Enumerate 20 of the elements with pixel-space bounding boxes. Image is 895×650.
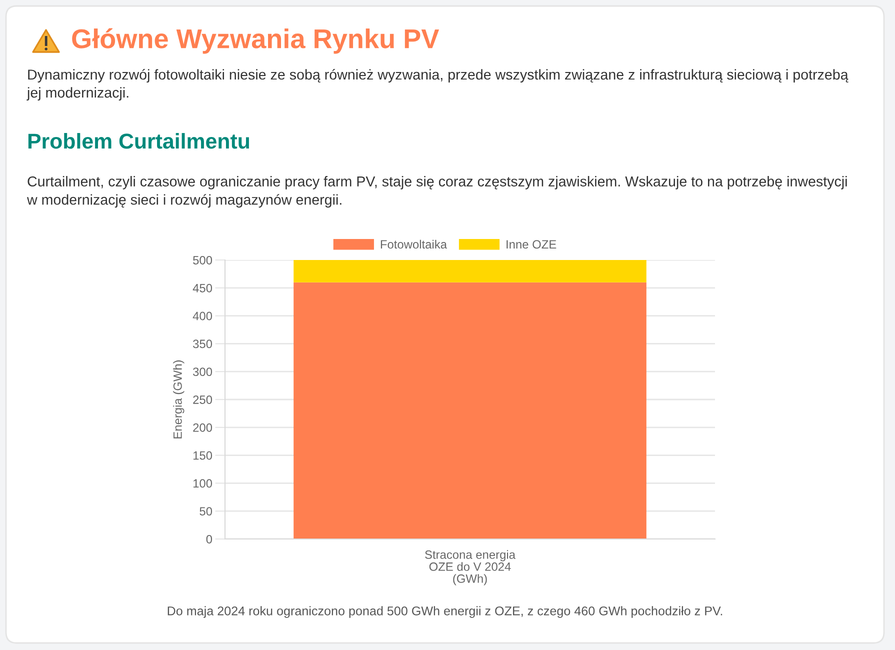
legend-label: Inne OZE (506, 240, 556, 249)
y-tick-label: 250 (193, 395, 212, 404)
x-tick-label: Stracona energia OZE do V 2024 (GWh) (425, 550, 516, 586)
y-tick-label: 350 (193, 340, 212, 348)
text: Do maja 2024 roku ograniczono ponad 500 GWh energii z OZE, z czego 460 GWh pochodziło z PV. (168, 606, 722, 618)
y-tick-label: 150 (193, 451, 212, 460)
y-tick-label: 450 (192, 284, 212, 292)
text: Problem Curtailmentu (28, 133, 250, 149)
y-tick-label: 400 (192, 312, 212, 320)
text: Curtailment, czyli czasowe ograniczanie pracy farm PV, staje się coraz częstszym zjawiskiem. Wskazuje to na potrzebę inwestycji w modernizację sieci i rozwój magazynów energii. (26, 176, 847, 208)
y-tick-label: 50 (200, 507, 212, 516)
y-axis-title: Energia (GWh) (173, 360, 184, 438)
y-tick-label: 500 (193, 256, 212, 264)
legend-label: Fotowoltaika (380, 240, 447, 249)
y-tick-label: 100 (193, 479, 212, 488)
y-tick-label: 300 (193, 368, 212, 376)
y-tick-label: 200 (193, 423, 212, 432)
y-tick-label: 0 (206, 534, 212, 544)
chart-title: Główne Wyzwania Rynku PV (72, 28, 440, 54)
chart-subtitle: Dynamiczny rozwój fotowoltaiki niesie ze sobą również wyzwania, przede wszystkim związane z infrastrukturą sieciową i potrzebą jej modernizacji. (26, 69, 848, 101)
